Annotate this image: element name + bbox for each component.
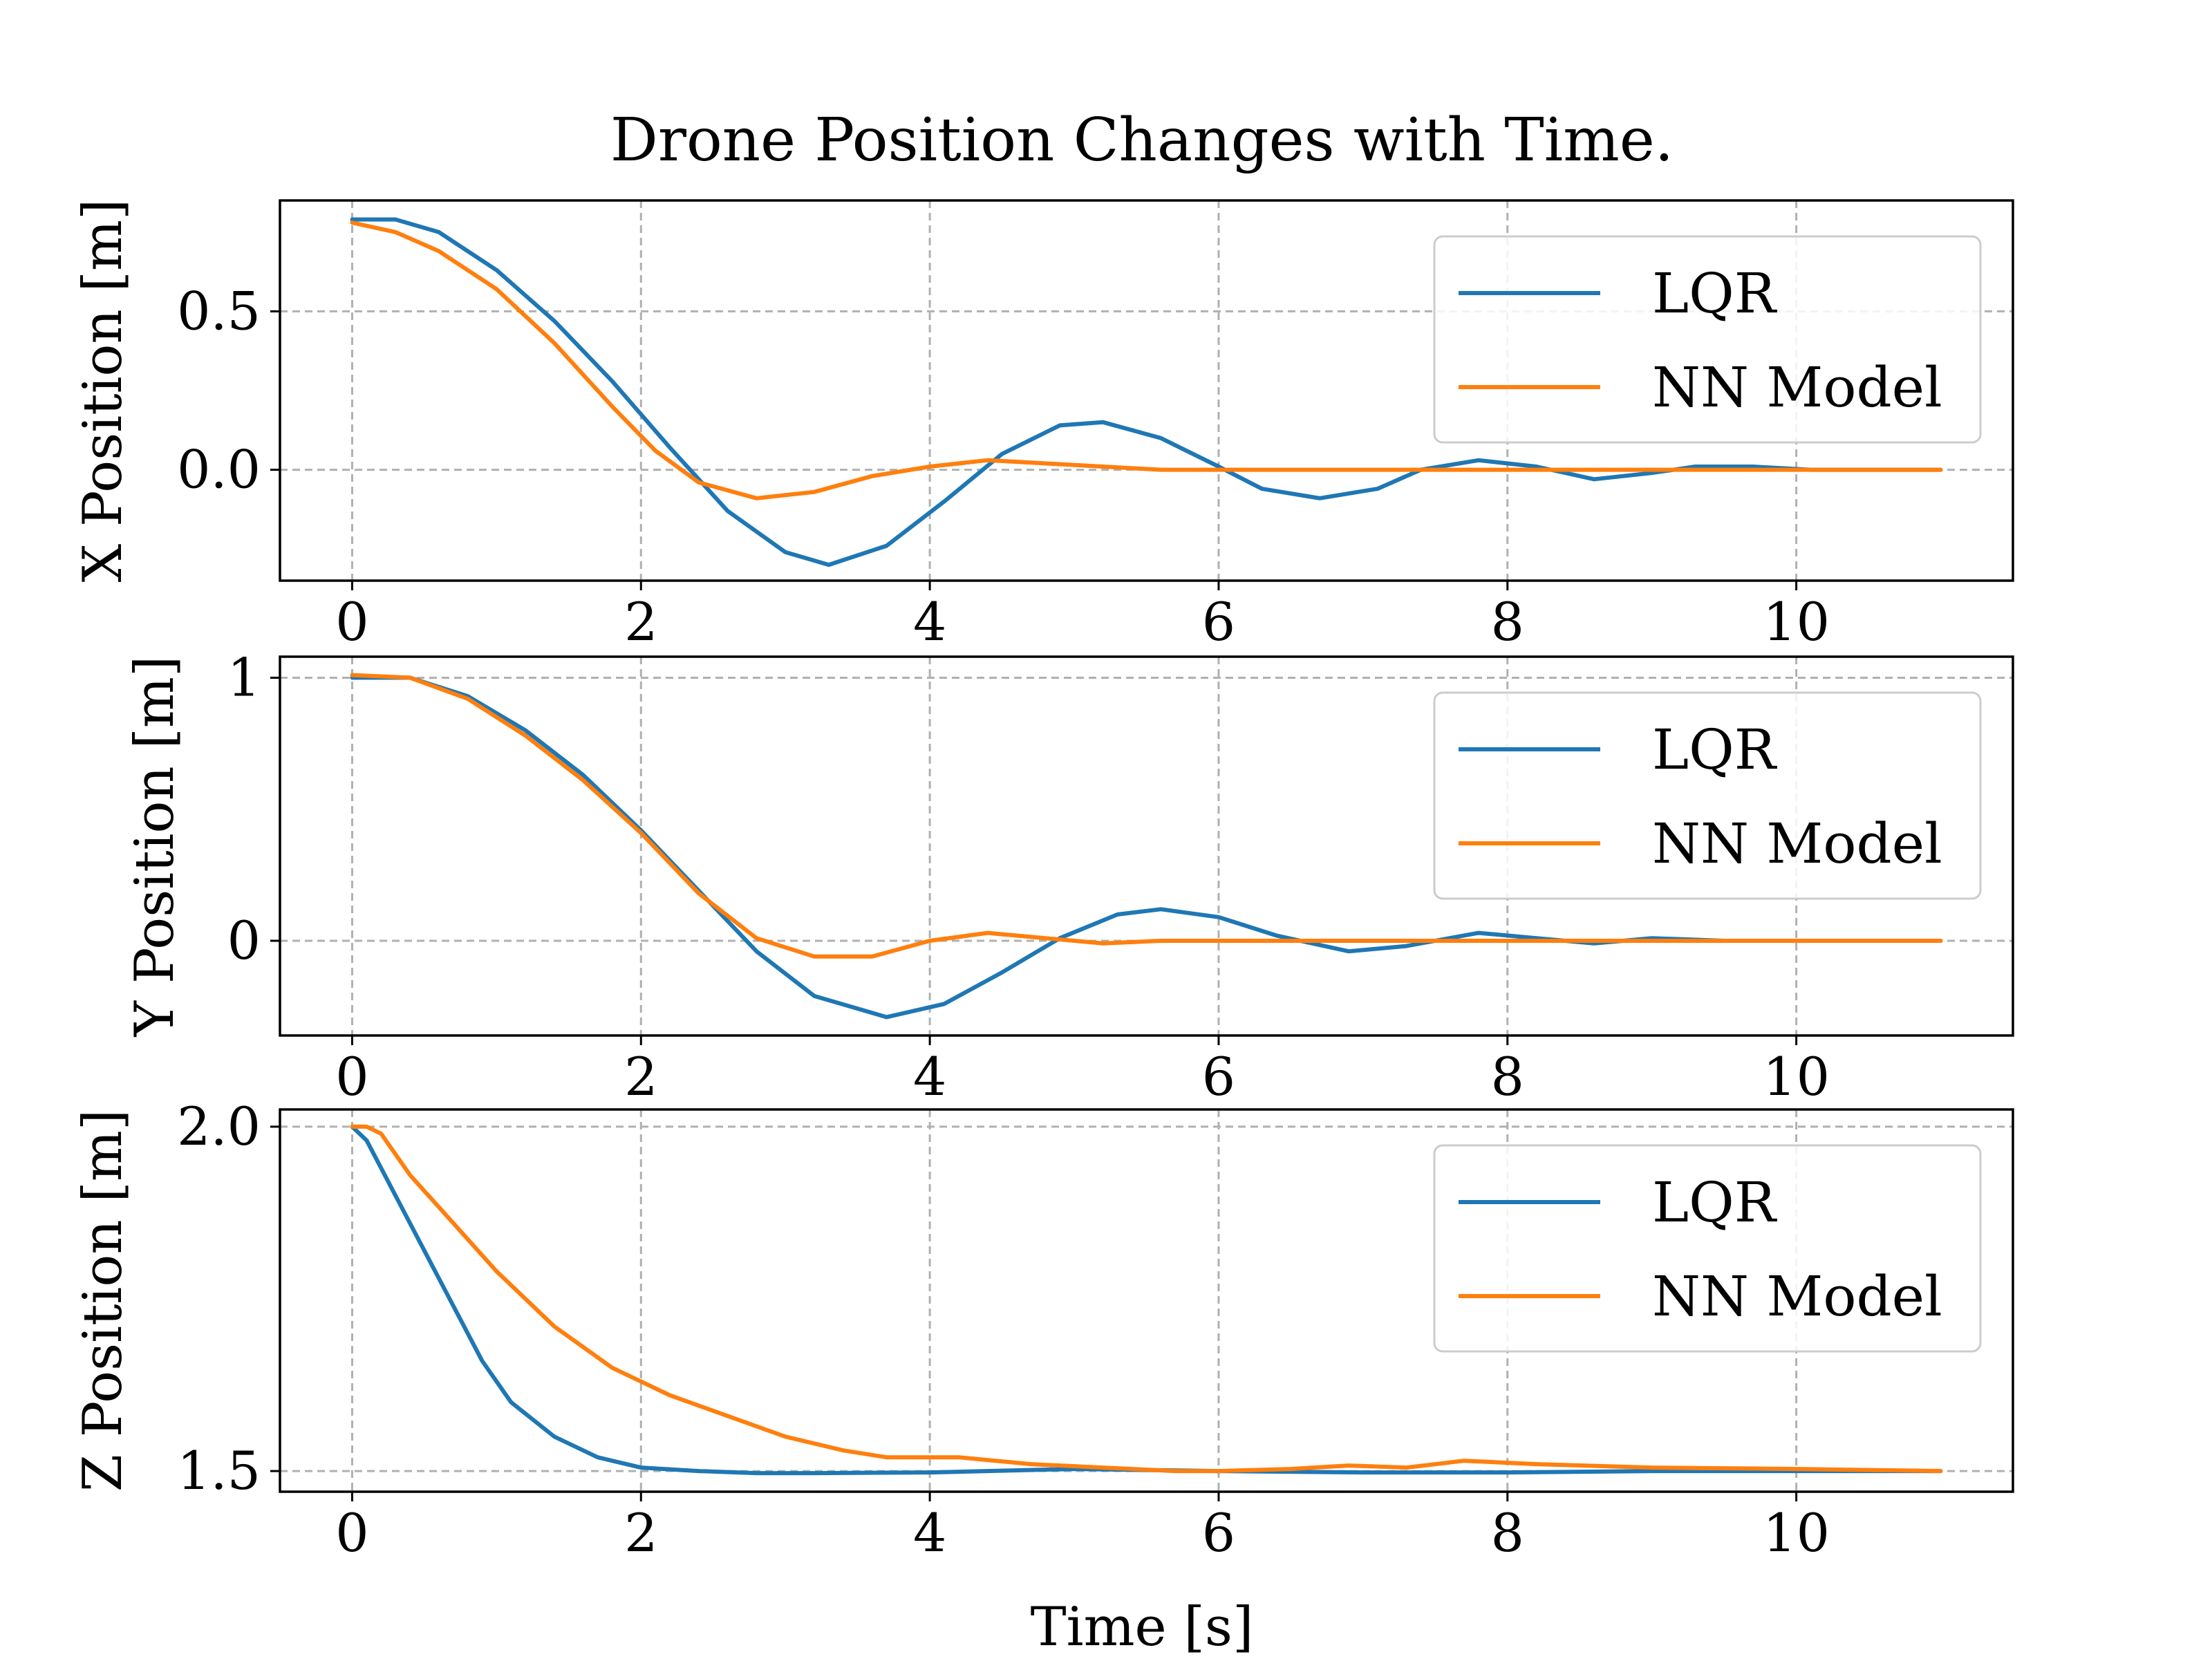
x-axis-label: Time [s] [1031,1596,1254,1658]
series-line-nn [350,1124,1943,1474]
x-tick-label: 10 [1763,1502,1830,1564]
legend-label-nn: NN Model [1652,355,1942,420]
y-axis-label: X Position [m] [72,199,134,583]
y-tick-label: 0.5 [177,280,261,341]
x-tick-label: 6 [1202,591,1235,653]
x-tick-label: 6 [1202,1046,1235,1107]
subplot-z: 0 2 4 6 8 10 1.5 2.0 Z Position [m] LQR NN Model [72,1096,2014,1564]
figure-title: Drone Position Changes with Time. [610,106,1674,175]
y-axis-label: Y Position [m] [124,656,186,1038]
x-tick-label: 4 [913,1502,946,1564]
y-axis-label: Z Position [m] [72,1109,134,1492]
legend-frame [1433,691,1982,900]
series-line-nn [350,673,1943,959]
y-tick-label: 0.0 [177,439,261,500]
y-tick-label: 2.0 [177,1096,261,1157]
legend: LQR NN Model [1433,1144,1982,1353]
series-line-lqr [350,217,1943,568]
legend: LQR NN Model [1433,691,1982,900]
y-tick-label: 0 [227,910,261,971]
x-tick-label: 10 [1763,1046,1830,1107]
axes-frame [279,1108,2014,1493]
x-tick-label: 2 [624,591,657,653]
x-tick-label: 2 [624,1046,657,1107]
x-tick-label: 8 [1491,591,1524,653]
series-line-lqr [350,1124,1943,1476]
x-tick-label: 6 [1202,1502,1235,1564]
legend: LQR NN Model [1433,235,1982,444]
x-tick-label: 8 [1491,1046,1524,1107]
axes-frame [279,199,2014,582]
x-tick-label: 0 [335,1046,368,1107]
y-tick-label: 1 [227,646,261,708]
series-line-nn [350,221,1943,500]
legend-label-lqr: LQR [1652,718,1778,782]
x-tick-label: 4 [913,1046,946,1107]
subplot-x: 0 2 4 6 8 10 0.0 0.5 X Position [m] LQR NN Model [72,199,2014,653]
y-tick-label: 1.5 [177,1440,261,1501]
legend-frame [1433,1144,1982,1353]
x-tick-label: 8 [1491,1502,1524,1564]
x-tick-label: 10 [1763,591,1830,653]
subplot-y: 0 2 4 6 8 10 0 1 Y Position [m] LQR NN Model [124,646,2014,1107]
legend-label-nn: NN Model [1652,812,1942,876]
legend-label-lqr: LQR [1652,261,1778,326]
x-tick-label: 0 [335,1502,368,1564]
legend-label-lqr: LQR [1652,1170,1778,1235]
axes-frame [279,655,2014,1037]
x-tick-label: 0 [335,591,368,653]
legend-frame [1433,235,1982,444]
legend-label-nn: NN Model [1652,1264,1942,1329]
x-tick-label: 4 [913,591,946,653]
x-tick-label: 2 [624,1502,657,1564]
